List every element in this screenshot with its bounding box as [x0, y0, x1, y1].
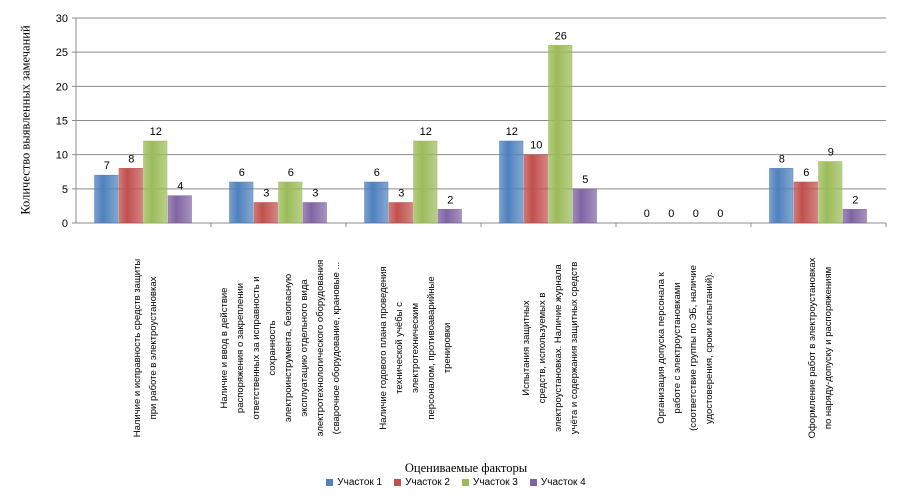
bar: [523, 154, 548, 224]
x-tick-label-line: удостоверения, сроки испытаний).: [703, 272, 715, 424]
y-tick-label: 0: [62, 218, 68, 230]
x-tick-label-line: тренировки: [441, 322, 453, 374]
x-tick-label-line: Организация допуска персонала к: [655, 272, 667, 424]
data-label: 12: [506, 126, 518, 138]
x-tick-label-line: Наличие и ввод в действие: [218, 287, 230, 409]
y-tick-label: 10: [56, 150, 68, 162]
data-label: 0: [717, 208, 723, 220]
x-tick-label-line: электротехническим: [409, 302, 421, 394]
x-tick-label-line: распоряжения о закреплении: [234, 282, 246, 414]
data-label: 0: [644, 208, 650, 220]
data-label: 12: [150, 126, 162, 138]
x-tick-label: Наличие и исправность средств защиты при …: [130, 230, 162, 466]
data-label: 3: [398, 188, 404, 200]
legend-item: Участок 2: [394, 477, 450, 488]
legend-label: Участок 3: [473, 477, 518, 488]
bar: [413, 140, 438, 224]
data-label: 6: [239, 167, 245, 179]
data-label: 7: [104, 160, 110, 172]
bar: [548, 45, 573, 224]
data-label: 3: [263, 188, 269, 200]
x-tick-label: Испытания защитных средств, используемых …: [519, 230, 583, 466]
data-label: 2: [852, 194, 858, 206]
x-tick-label-line: сохранность: [266, 320, 278, 376]
x-tick-label-line: электроинструмента, безопасную: [282, 273, 294, 423]
bar: [229, 181, 254, 224]
legend-swatch: [326, 479, 334, 486]
x-tick-label: Наличие и ввод в действие распоряжения о …: [217, 230, 345, 466]
bar: [278, 181, 303, 224]
legend-label: Участок 1: [337, 477, 383, 488]
x-tick-label-line: ответственных за исправность и: [250, 276, 262, 420]
y-axis-title: Количество выявленных замечаний: [18, 25, 33, 215]
x-tick-label-line: Наличие и исправность средств защиты: [131, 258, 143, 438]
x-tick-label-line: эксплуатацию отдельного вида: [298, 279, 310, 417]
data-label: 6: [803, 167, 809, 179]
data-label: 0: [668, 208, 674, 220]
data-label: 5: [582, 174, 588, 186]
y-tick-label: 5: [62, 184, 68, 196]
legend-swatch: [394, 479, 402, 486]
bar: [842, 209, 867, 224]
legend: Участок 1 Участок 2 Участок 3 Участок 4: [0, 477, 912, 488]
legend-swatch: [529, 479, 537, 486]
data-label: 6: [374, 167, 380, 179]
legend-swatch: [462, 479, 469, 486]
data-label: 2: [447, 194, 453, 206]
x-tick-label-line: электротехнологического оборудования: [314, 259, 326, 437]
bar: [769, 168, 794, 224]
data-label: 10: [530, 140, 542, 152]
x-tick-label-line: Наличие годового плана проведения: [377, 266, 389, 430]
legend-label: Участок 2: [405, 477, 450, 488]
bar: [818, 161, 843, 224]
bar: [253, 202, 278, 224]
x-tick-label-line: по наряду-допуску и распоряжениям: [822, 266, 834, 430]
x-tick-label-line: технической учёбы с: [393, 302, 405, 394]
data-label: 12: [420, 126, 432, 138]
data-label: 3: [312, 188, 318, 200]
data-label: 0: [693, 208, 699, 220]
bar: [572, 188, 597, 224]
data-label: 9: [828, 147, 834, 159]
bar: [364, 181, 389, 224]
x-tick-label-line: (сварочное оборудование, крановые ...: [330, 261, 342, 435]
bar: [94, 174, 119, 224]
bar: [793, 181, 818, 224]
x-tick-label: Организация допуска персонала к работе с …: [654, 230, 718, 466]
x-tick-label-line: Испытания защитных: [520, 300, 532, 396]
bar: [118, 168, 143, 224]
x-tick-label: Наличие годового плана проведения техниче…: [376, 230, 456, 466]
data-label: 4: [177, 181, 183, 193]
legend-item: Участок 3: [462, 477, 518, 488]
x-tick-label-line: Оформление работ в электроустановках: [806, 257, 818, 439]
data-label: 8: [128, 153, 134, 165]
x-tick-label: Оформление работ в электроустановках по н…: [805, 230, 837, 466]
y-tick-label: 25: [56, 47, 68, 59]
x-tick-label-line: средств, используемых в: [536, 292, 548, 404]
y-tick-label: 20: [56, 81, 68, 93]
data-label: 8: [779, 153, 785, 165]
bar: [499, 140, 524, 224]
bar: [388, 202, 413, 224]
legend-item: Участок 1: [326, 477, 382, 488]
legend-label: Участок 4: [540, 477, 586, 488]
y-tick-label: 15: [56, 116, 68, 128]
bar: [437, 209, 462, 224]
x-tick-label-line: учёта и содержания защитных средств: [568, 261, 580, 435]
x-tick-label-line: работе с электроустановками: [671, 282, 683, 414]
y-tick-label: 30: [56, 13, 68, 25]
data-label: 6: [288, 167, 294, 179]
x-axis-title: Оцениваемые факторы: [404, 461, 528, 475]
x-tick-label-line: при работе в электроустановках: [147, 276, 159, 420]
x-tick-label-line: (соответствие группы по ЭБ, наличие: [687, 265, 699, 431]
bar: [302, 202, 327, 224]
bar: [143, 140, 168, 224]
x-tick-label-line: персоналом, противоаварийные: [425, 276, 437, 420]
x-tick-label-line: электроустановках. Наличие журнала: [552, 264, 564, 432]
legend-item: Участок 4: [529, 477, 586, 488]
data-label: 26: [555, 30, 567, 42]
bar: [167, 195, 192, 224]
